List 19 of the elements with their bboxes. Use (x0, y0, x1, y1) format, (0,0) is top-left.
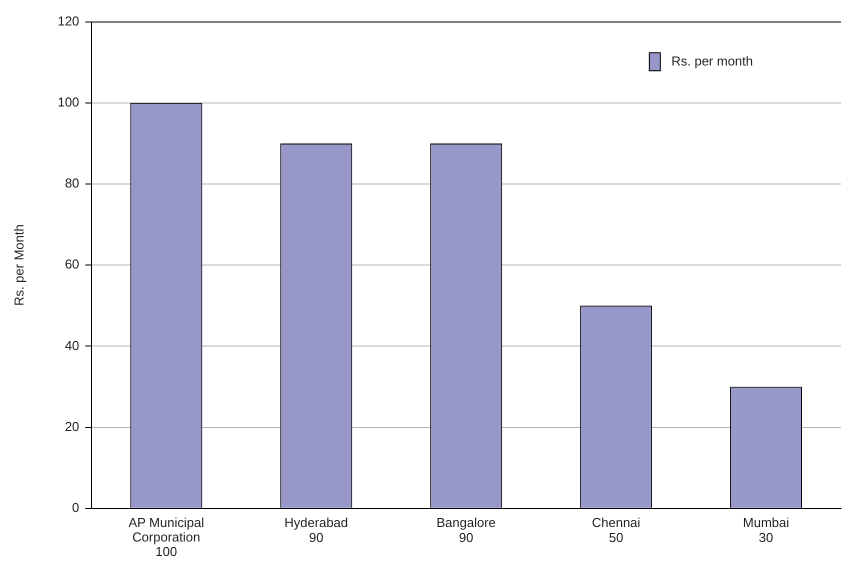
data-label: 50 (608, 530, 624, 545)
x-tick-label: Hyderabad (284, 515, 348, 530)
x-tick-label: Bangalore (436, 515, 496, 530)
y-tick-label: 0 (72, 500, 80, 515)
y-tick-label: 40 (64, 338, 80, 353)
y-tick-label: 120 (58, 13, 80, 28)
y-tick-label: 80 (64, 176, 80, 191)
data-label: 100 (155, 544, 178, 560)
y-tick-label: 60 (64, 256, 80, 272)
x-tick-label: AP Municipal Corporation (128, 515, 204, 544)
x-tick-label: Mumbai (742, 515, 790, 530)
y-axis-title: Rs. per Month (11, 224, 26, 306)
y-tick-label: 20 (64, 418, 80, 434)
y-tick-label: 100 (58, 94, 80, 110)
data-label: 90 (308, 530, 324, 545)
data-label: 90 (458, 530, 474, 545)
x-tick-label: Chennai (592, 515, 640, 530)
data-label: 30 (758, 530, 774, 545)
legend-label: Rs. per month (671, 53, 754, 68)
